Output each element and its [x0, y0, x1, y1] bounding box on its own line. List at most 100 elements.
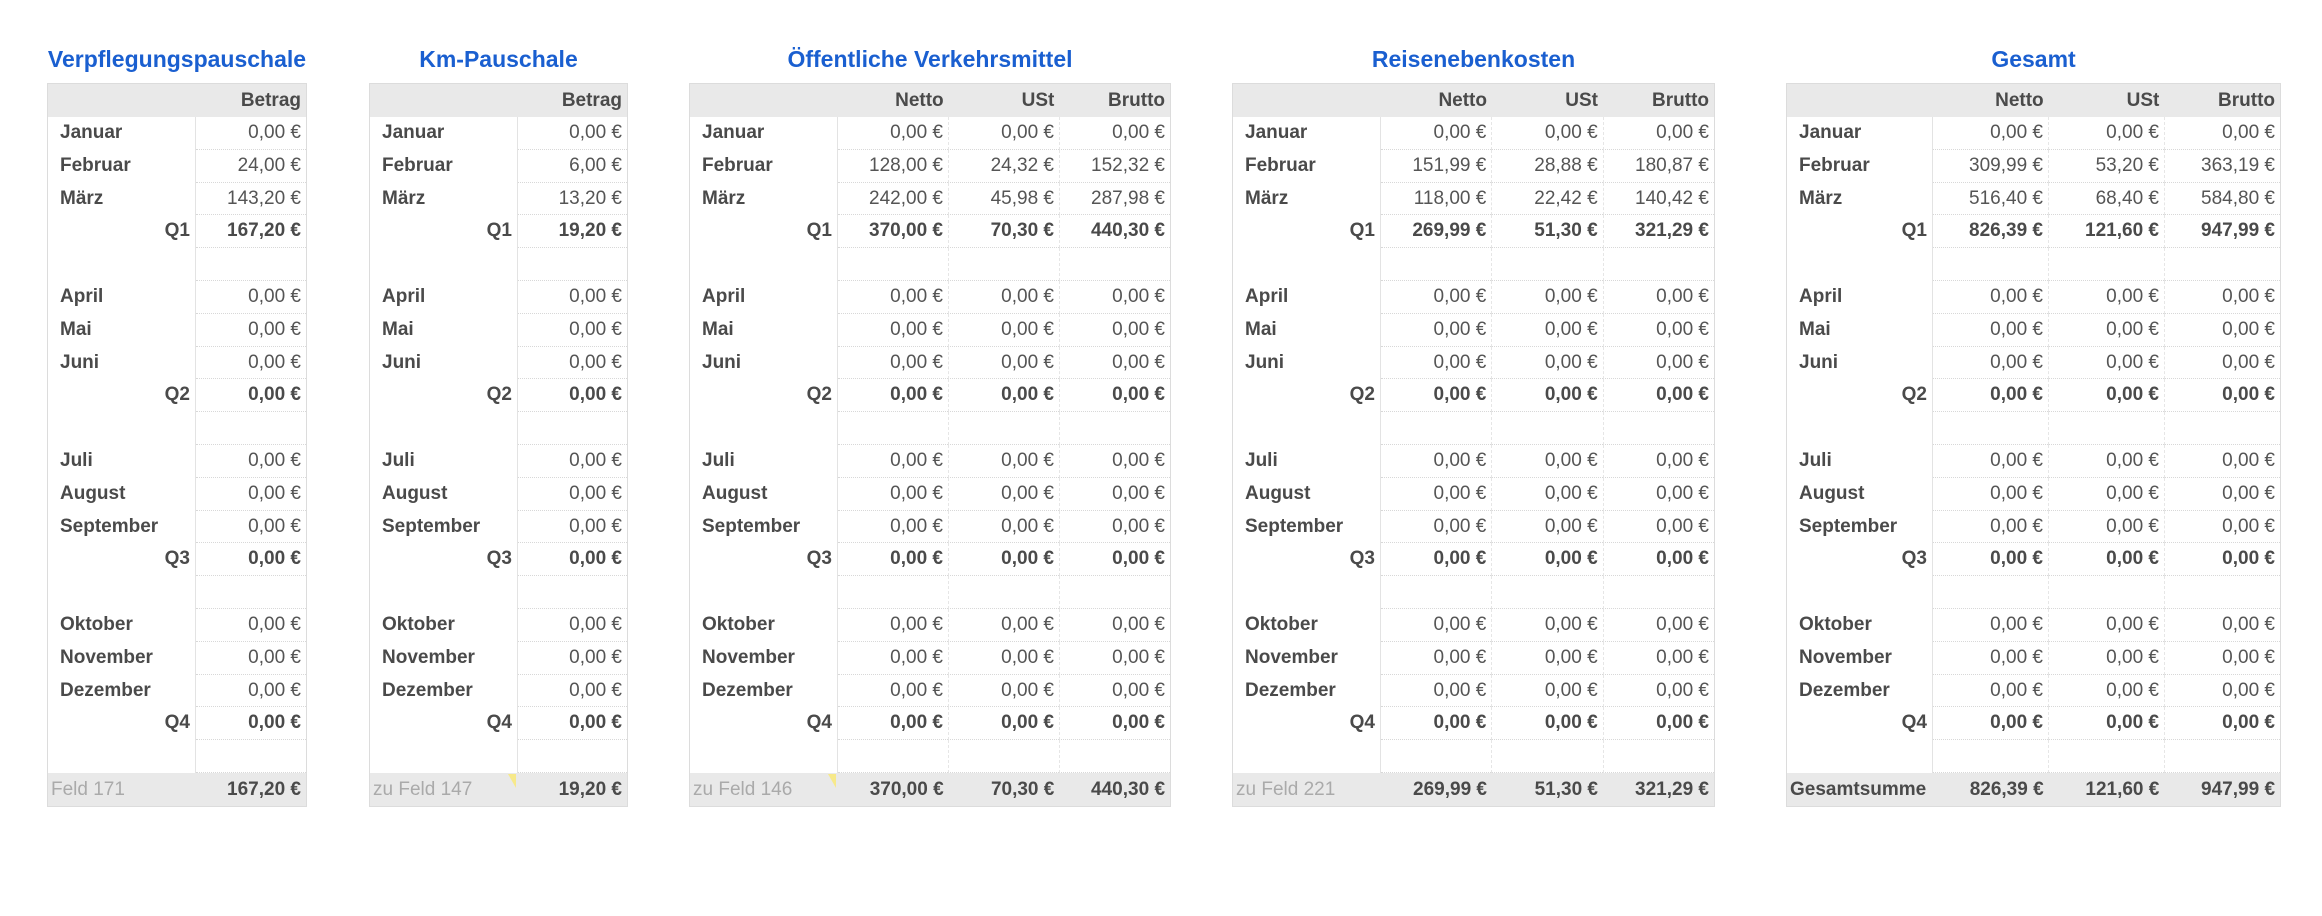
value-cell[interactable] [518, 412, 627, 445]
value-cell[interactable] [1602, 248, 1714, 281]
value-cell[interactable]: 584,80 € [2164, 182, 2280, 216]
value-cell[interactable] [948, 248, 1059, 281]
value-cell[interactable] [838, 576, 948, 609]
value-cell[interactable]: 0,00 € [1059, 444, 1170, 478]
value-cell[interactable]: 0,00 € [948, 641, 1059, 675]
value-cell[interactable]: 0,00 € [2164, 674, 2280, 708]
value-cell[interactable]: 0,00 € [196, 675, 306, 708]
value-cell[interactable]: 0,00 € [838, 281, 948, 314]
value-cell[interactable]: 0,00 € [518, 511, 627, 544]
value-cell[interactable]: 0,00 € [1381, 347, 1492, 380]
value-cell[interactable]: 0,00 € [1059, 313, 1170, 347]
value-cell[interactable]: 0,00 € [518, 117, 627, 150]
value-cell[interactable]: 0,00 € [1059, 477, 1170, 511]
value-cell[interactable]: 0,00 € [1933, 314, 2048, 347]
value-cell[interactable]: 0,00 € [948, 444, 1059, 478]
value-cell[interactable]: 0,00 € [948, 674, 1059, 708]
value-cell[interactable]: 0,00 € [948, 280, 1059, 314]
value-cell[interactable] [196, 412, 306, 445]
value-cell[interactable]: 0,00 € [2164, 510, 2280, 544]
value-cell[interactable]: 0,00 € [196, 281, 306, 314]
value-cell[interactable]: 0,00 € [196, 478, 306, 511]
comment-marker-icon[interactable] [508, 773, 516, 788]
value-cell[interactable]: 0,00 € [1491, 641, 1603, 675]
value-cell[interactable]: 0,00 € [518, 675, 627, 708]
value-cell[interactable] [1381, 248, 1492, 281]
value-cell[interactable]: 0,00 € [1602, 641, 1714, 675]
value-cell[interactable]: 118,00 € [1381, 183, 1492, 216]
value-cell[interactable] [948, 412, 1059, 445]
value-cell[interactable]: 0,00 € [2048, 641, 2164, 675]
value-cell[interactable]: 0,00 € [518, 609, 627, 642]
value-cell[interactable]: 0,00 € [2048, 280, 2164, 314]
value-cell[interactable]: 0,00 € [1491, 117, 1603, 150]
value-cell[interactable]: 0,00 € [1602, 608, 1714, 642]
value-cell[interactable]: 0,00 € [1491, 477, 1603, 511]
value-cell[interactable]: 0,00 € [838, 609, 948, 642]
value-cell[interactable] [1491, 576, 1603, 609]
value-cell[interactable] [196, 248, 306, 281]
value-cell[interactable]: 0,00 € [1602, 674, 1714, 708]
value-cell[interactable] [1491, 740, 1603, 773]
value-cell[interactable]: 0,00 € [948, 510, 1059, 544]
value-cell[interactable]: 0,00 € [1602, 444, 1714, 478]
value-cell[interactable] [2164, 740, 2280, 773]
value-cell[interactable]: 0,00 € [1933, 609, 2048, 642]
value-cell[interactable]: 0,00 € [838, 445, 948, 478]
value-cell[interactable]: 0,00 € [1491, 608, 1603, 642]
value-cell[interactable]: 152,32 € [1059, 149, 1170, 183]
value-cell[interactable]: 0,00 € [2164, 444, 2280, 478]
value-cell[interactable]: 13,20 € [518, 183, 627, 216]
value-cell[interactable] [838, 412, 948, 445]
value-cell[interactable]: 0,00 € [196, 642, 306, 675]
value-cell[interactable]: 68,40 € [2048, 182, 2164, 216]
value-cell[interactable]: 0,00 € [2164, 313, 2280, 347]
value-cell[interactable] [838, 740, 948, 773]
value-cell[interactable]: 0,00 € [1381, 511, 1492, 544]
value-cell[interactable]: 0,00 € [1059, 608, 1170, 642]
value-cell[interactable]: 0,00 € [518, 478, 627, 511]
value-cell[interactable]: 0,00 € [1491, 280, 1603, 314]
value-cell[interactable]: 0,00 € [1381, 675, 1492, 708]
value-cell[interactable]: 0,00 € [1933, 675, 2048, 708]
value-cell[interactable]: 0,00 € [2164, 117, 2280, 150]
value-cell[interactable] [2048, 740, 2164, 773]
value-cell[interactable]: 0,00 € [838, 511, 948, 544]
value-cell[interactable]: 287,98 € [1059, 182, 1170, 216]
value-cell[interactable]: 0,00 € [838, 117, 948, 150]
value-cell[interactable]: 0,00 € [1602, 510, 1714, 544]
value-cell[interactable]: 0,00 € [2164, 608, 2280, 642]
value-cell[interactable]: 0,00 € [518, 347, 627, 380]
value-cell[interactable]: 0,00 € [196, 314, 306, 347]
value-cell[interactable]: 0,00 € [196, 609, 306, 642]
value-cell[interactable] [2048, 576, 2164, 609]
value-cell[interactable]: 0,00 € [948, 477, 1059, 511]
value-cell[interactable]: 0,00 € [1491, 313, 1603, 347]
value-cell[interactable]: 0,00 € [518, 281, 627, 314]
value-cell[interactable]: 0,00 € [1059, 280, 1170, 314]
value-cell[interactable] [1059, 576, 1170, 609]
value-cell[interactable]: 0,00 € [1381, 281, 1492, 314]
value-cell[interactable]: 0,00 € [2048, 346, 2164, 380]
value-cell[interactable]: 0,00 € [948, 313, 1059, 347]
value-cell[interactable]: 0,00 € [1933, 445, 2048, 478]
value-cell[interactable]: 0,00 € [1381, 478, 1492, 511]
value-cell[interactable]: 180,87 € [1602, 149, 1714, 183]
value-cell[interactable]: 516,40 € [1933, 183, 2048, 216]
value-cell[interactable]: 143,20 € [196, 183, 306, 216]
value-cell[interactable]: 0,00 € [838, 642, 948, 675]
value-cell[interactable]: 0,00 € [2048, 313, 2164, 347]
value-cell[interactable] [1381, 576, 1492, 609]
value-cell[interactable] [518, 576, 627, 609]
value-cell[interactable]: 0,00 € [1059, 510, 1170, 544]
value-cell[interactable]: 0,00 € [196, 117, 306, 150]
value-cell[interactable]: 0,00 € [1933, 281, 2048, 314]
value-cell[interactable] [1602, 576, 1714, 609]
value-cell[interactable]: 140,42 € [1602, 182, 1714, 216]
value-cell[interactable]: 24,32 € [948, 149, 1059, 183]
value-cell[interactable] [1059, 248, 1170, 281]
value-cell[interactable]: 45,98 € [948, 182, 1059, 216]
value-cell[interactable] [1059, 740, 1170, 773]
value-cell[interactable]: 0,00 € [2048, 117, 2164, 150]
value-cell[interactable] [196, 740, 306, 773]
